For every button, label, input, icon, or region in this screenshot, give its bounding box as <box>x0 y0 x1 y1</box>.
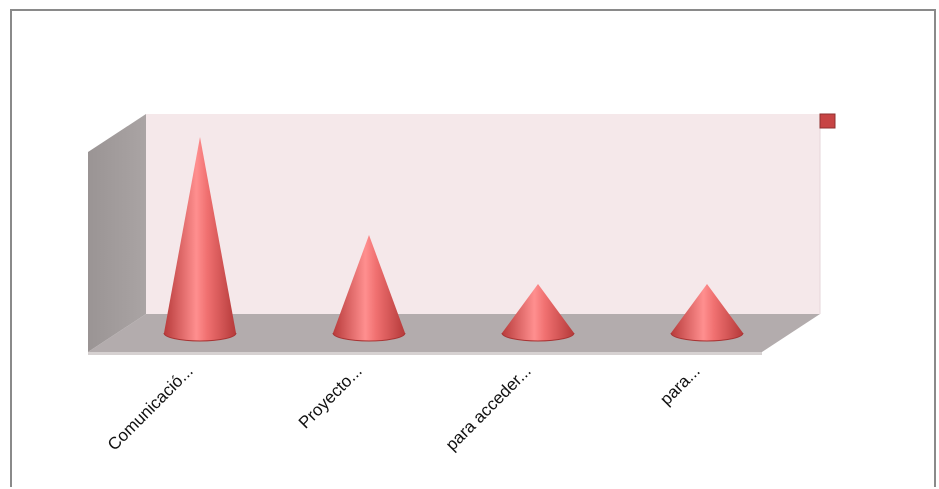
cone-series <box>163 137 744 342</box>
x-tick-label-4: para... <box>656 361 704 409</box>
legend-swatch <box>819 113 836 129</box>
cone-4 <box>670 284 744 342</box>
x-axis-tick-labels: Comunicació... Proyecto... para acceder...… <box>104 361 704 454</box>
cone-3 <box>501 284 575 342</box>
cone-base-3 <box>501 332 575 342</box>
back-wall <box>146 114 820 314</box>
cone-body-2 <box>333 235 405 341</box>
cone-body-3 <box>502 284 574 341</box>
floor <box>88 314 820 352</box>
cone-1 <box>163 137 237 342</box>
cone-base-4 <box>670 332 744 342</box>
x-tick-label-3: para acceder... <box>442 361 535 454</box>
floor-front-edge <box>88 352 762 355</box>
cone-body-4 <box>671 284 743 341</box>
cone-base-1 <box>163 332 237 342</box>
cone-2 <box>332 235 406 342</box>
x-tick-label-2: Proyecto... <box>295 361 366 432</box>
cone-base-2 <box>332 332 406 342</box>
cone-body-1 <box>164 137 236 341</box>
x-tick-label-1: Comunicació... <box>104 361 197 454</box>
side-wall <box>88 114 146 352</box>
